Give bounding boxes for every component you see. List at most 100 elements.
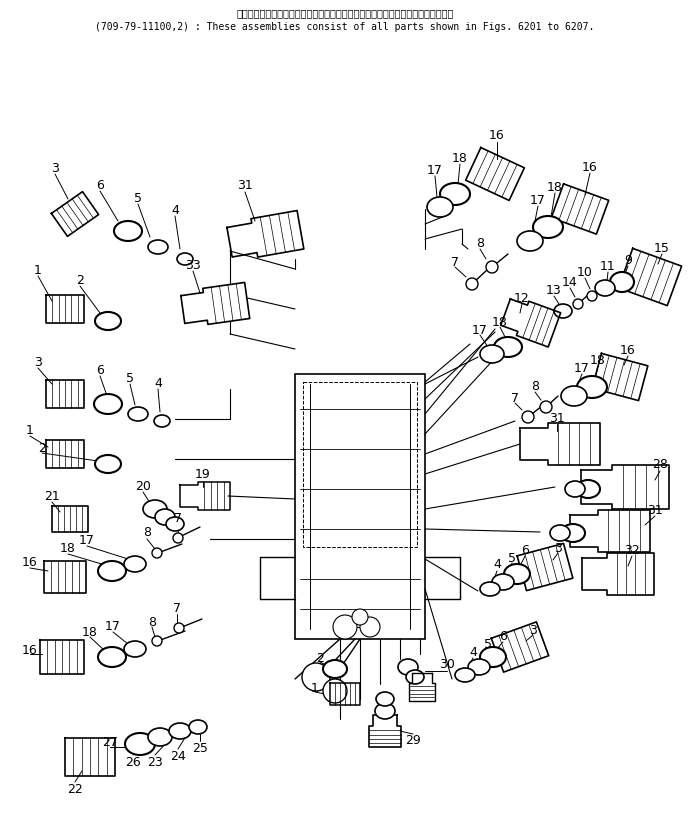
Text: 6: 6	[96, 363, 104, 376]
Ellipse shape	[550, 525, 570, 542]
Text: 27: 27	[102, 736, 118, 748]
Ellipse shape	[152, 548, 162, 558]
Polygon shape	[409, 673, 435, 701]
Text: 22: 22	[67, 782, 83, 796]
Polygon shape	[46, 296, 84, 324]
Text: 17: 17	[574, 361, 590, 374]
Ellipse shape	[480, 345, 504, 364]
Ellipse shape	[114, 222, 142, 242]
Ellipse shape	[522, 411, 534, 424]
Ellipse shape	[95, 456, 121, 473]
Text: 18: 18	[82, 624, 98, 638]
Ellipse shape	[573, 299, 583, 309]
Ellipse shape	[323, 679, 347, 703]
Polygon shape	[227, 212, 304, 257]
Ellipse shape	[173, 533, 183, 543]
Text: 18: 18	[547, 181, 563, 193]
Ellipse shape	[561, 386, 587, 406]
Text: 5: 5	[484, 638, 492, 650]
Ellipse shape	[148, 728, 172, 746]
Polygon shape	[518, 543, 573, 591]
Polygon shape	[570, 511, 650, 552]
Polygon shape	[491, 622, 549, 672]
Text: 1: 1	[34, 263, 42, 276]
Ellipse shape	[352, 609, 368, 625]
Text: 5: 5	[508, 551, 516, 563]
Ellipse shape	[323, 660, 347, 678]
Text: 15: 15	[654, 242, 670, 254]
Text: 10: 10	[577, 265, 593, 278]
Text: 2: 2	[38, 441, 46, 454]
Text: 32: 32	[624, 543, 640, 556]
Text: 7: 7	[511, 391, 519, 404]
Ellipse shape	[468, 660, 490, 675]
Ellipse shape	[587, 292, 597, 302]
Polygon shape	[52, 192, 99, 237]
Text: 3: 3	[554, 541, 562, 553]
Text: 3: 3	[51, 161, 59, 174]
Text: 20: 20	[135, 479, 151, 492]
Polygon shape	[618, 249, 682, 306]
Ellipse shape	[427, 198, 453, 217]
Ellipse shape	[152, 636, 162, 646]
Ellipse shape	[177, 253, 193, 266]
Text: 2: 2	[316, 650, 324, 664]
Text: 4: 4	[493, 558, 501, 571]
Ellipse shape	[504, 564, 530, 584]
Text: 1: 1	[311, 681, 319, 694]
Text: 7: 7	[174, 511, 182, 524]
Text: 16: 16	[620, 343, 636, 356]
Ellipse shape	[189, 720, 207, 734]
Ellipse shape	[143, 501, 167, 518]
Text: 8: 8	[148, 614, 156, 628]
Text: 19: 19	[195, 468, 211, 481]
Text: 17: 17	[427, 163, 443, 176]
Polygon shape	[46, 441, 84, 468]
Text: 4: 4	[171, 203, 179, 217]
Text: 9: 9	[624, 253, 632, 266]
Ellipse shape	[174, 624, 184, 633]
Ellipse shape	[154, 415, 170, 427]
Polygon shape	[40, 640, 84, 674]
Ellipse shape	[398, 660, 418, 675]
Text: 18: 18	[590, 353, 606, 366]
Text: 6: 6	[96, 178, 104, 191]
Polygon shape	[52, 507, 88, 533]
Text: 29: 29	[405, 732, 421, 746]
Text: これらのアセンブリの構成部品は第６２０１図から第６２０７図までで含みます。: これらのアセンブリの構成部品は第６２０１図から第６２０７図までで含みます。	[236, 8, 454, 18]
Ellipse shape	[166, 517, 184, 532]
Text: 18: 18	[60, 541, 76, 553]
Ellipse shape	[610, 273, 634, 293]
Text: 11: 11	[600, 259, 616, 273]
Text: 31: 31	[237, 178, 253, 191]
Ellipse shape	[440, 184, 470, 206]
Ellipse shape	[169, 723, 191, 739]
Polygon shape	[582, 553, 654, 595]
Text: 16: 16	[582, 161, 598, 173]
Ellipse shape	[376, 692, 394, 706]
Polygon shape	[551, 185, 609, 235]
Ellipse shape	[375, 703, 395, 719]
Text: 1: 1	[26, 423, 34, 436]
Text: 5: 5	[126, 371, 134, 384]
Ellipse shape	[98, 647, 126, 667]
Polygon shape	[330, 683, 360, 705]
Ellipse shape	[565, 482, 585, 497]
Ellipse shape	[95, 313, 121, 330]
Text: 17: 17	[105, 619, 121, 633]
Text: 16: 16	[22, 643, 38, 655]
Text: 7: 7	[451, 255, 459, 268]
Text: 4: 4	[154, 376, 162, 389]
Ellipse shape	[128, 407, 148, 421]
Text: 8: 8	[476, 237, 484, 249]
Text: 17: 17	[79, 533, 95, 546]
Ellipse shape	[148, 241, 168, 255]
Ellipse shape	[595, 281, 615, 297]
Polygon shape	[592, 354, 648, 401]
Text: 17: 17	[472, 323, 488, 336]
Polygon shape	[46, 380, 84, 409]
Text: 16: 16	[489, 129, 505, 141]
Text: 12: 12	[514, 291, 530, 304]
Text: (709-79-11100,2) : These assemblies consist of all parts shown in Figs. 6201 to : (709-79-11100,2) : These assemblies cons…	[95, 22, 595, 32]
Text: 2: 2	[76, 273, 84, 286]
